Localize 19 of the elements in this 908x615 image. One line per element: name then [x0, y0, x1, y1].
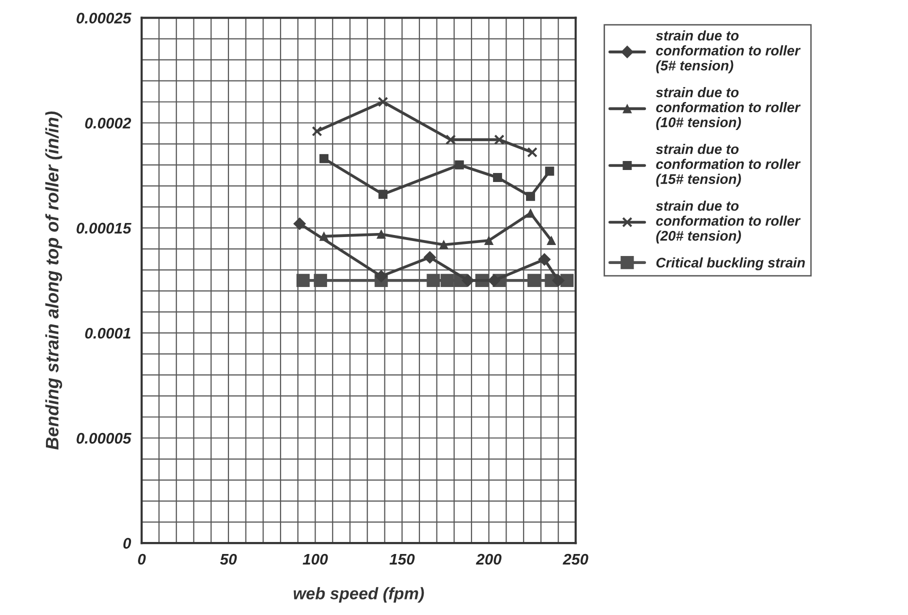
legend-label: strain due to conformation to roller (15# tension)	[656, 144, 801, 187]
x-tick-label: 50	[220, 554, 237, 565]
legend-label: strain due to conformation to roller (5# tension)	[656, 30, 801, 74]
y-tick-label: 0.0002	[85, 118, 132, 129]
y-tick-label: 0.00005	[76, 432, 132, 444]
legend-label: strain due to conformation to roller (10# tension)	[656, 87, 801, 130]
x-axis-title: web speed (fpm)	[294, 587, 424, 603]
x-tick-label: 250	[562, 554, 588, 565]
x-tick-label: 150	[390, 554, 415, 565]
y-tick-label: 0	[123, 538, 132, 549]
y-tick-label: 0.0001	[85, 328, 130, 339]
x-tick-label: 0	[138, 554, 146, 565]
x-tick-label: 100	[302, 554, 328, 565]
y-tick-label: 0.00025	[76, 12, 132, 24]
y-tick-label: 0.00015	[76, 222, 132, 234]
y-axis-title: Bending strain along top of roller (in/in)	[45, 111, 62, 450]
x-tick-label: 200	[476, 554, 502, 565]
legend-label: strain due to conformation to roller (20# tension)	[656, 200, 801, 244]
legend-label: Critical buckling strain	[656, 257, 805, 270]
